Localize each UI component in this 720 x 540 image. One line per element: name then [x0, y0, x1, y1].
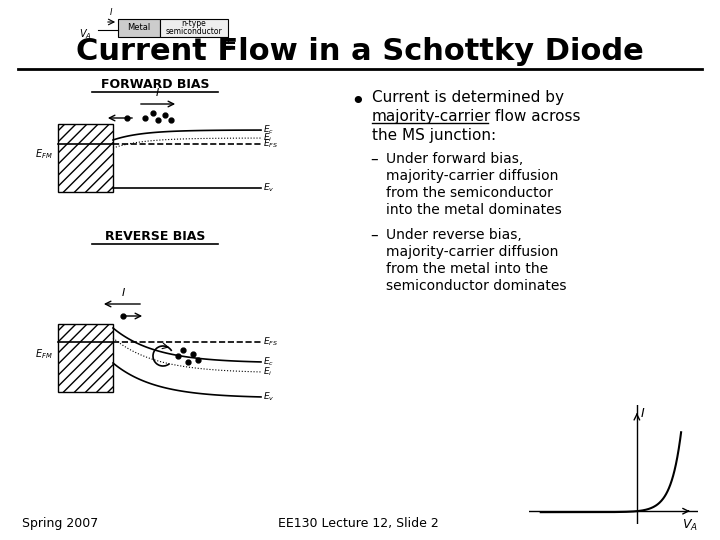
Text: from the semiconductor: from the semiconductor [386, 186, 553, 200]
Text: $E_{FM}$: $E_{FM}$ [35, 147, 53, 161]
Text: Current is determined by: Current is determined by [372, 90, 564, 105]
Text: Metal: Metal [127, 24, 150, 32]
Text: majority-carrier diffusion: majority-carrier diffusion [386, 169, 559, 183]
Text: semiconductor dominates: semiconductor dominates [386, 279, 567, 293]
Text: $E_{FS}$: $E_{FS}$ [263, 138, 278, 150]
Text: $E_c$: $E_c$ [263, 356, 274, 368]
Text: from the metal into the: from the metal into the [386, 262, 548, 276]
Text: FORWARD BIAS: FORWARD BIAS [101, 78, 210, 91]
Bar [58, 124, 113, 192]
Text: n-type: n-type [181, 19, 207, 29]
Text: –: – [370, 152, 378, 167]
Text: $E_i$: $E_i$ [263, 366, 272, 378]
Text: $E_c$: $E_c$ [263, 124, 274, 136]
Bar [160, 19, 228, 37]
Text: the MS junction:: the MS junction: [372, 128, 496, 143]
Text: I: I [641, 407, 644, 420]
Text: flow across: flow across [490, 109, 580, 124]
Text: $V_A$: $V_A$ [79, 27, 92, 41]
Bar [58, 324, 113, 392]
Text: $V_A$: $V_A$ [682, 517, 698, 532]
Text: $E_v$: $E_v$ [263, 391, 274, 403]
Text: into the metal dominates: into the metal dominates [386, 203, 562, 217]
Text: EE130 Lecture 12, Slide 2: EE130 Lecture 12, Slide 2 [278, 517, 438, 530]
Text: –: – [370, 228, 378, 243]
Text: Under reverse bias,: Under reverse bias, [386, 228, 522, 242]
Text: I: I [109, 8, 112, 17]
Text: majority-carrier: majority-carrier [372, 109, 491, 124]
Text: I: I [156, 88, 158, 98]
Text: $E_v$: $E_v$ [263, 182, 274, 194]
Text: I: I [122, 288, 125, 298]
Text: •: • [351, 90, 365, 114]
Text: majority-carrier diffusion: majority-carrier diffusion [386, 245, 559, 259]
Text: Spring 2007: Spring 2007 [22, 517, 98, 530]
Text: $E_i$: $E_i$ [263, 132, 272, 144]
Text: Current Flow in a Schottky Diode: Current Flow in a Schottky Diode [76, 37, 644, 65]
Text: REVERSE BIAS: REVERSE BIAS [105, 231, 205, 244]
Text: $E_{FS}$: $E_{FS}$ [263, 336, 278, 348]
Text: $E_{FM}$: $E_{FM}$ [35, 347, 53, 361]
Bar [118, 19, 160, 37]
Text: Under forward bias,: Under forward bias, [386, 152, 523, 166]
Text: semiconductor: semiconductor [166, 28, 222, 37]
